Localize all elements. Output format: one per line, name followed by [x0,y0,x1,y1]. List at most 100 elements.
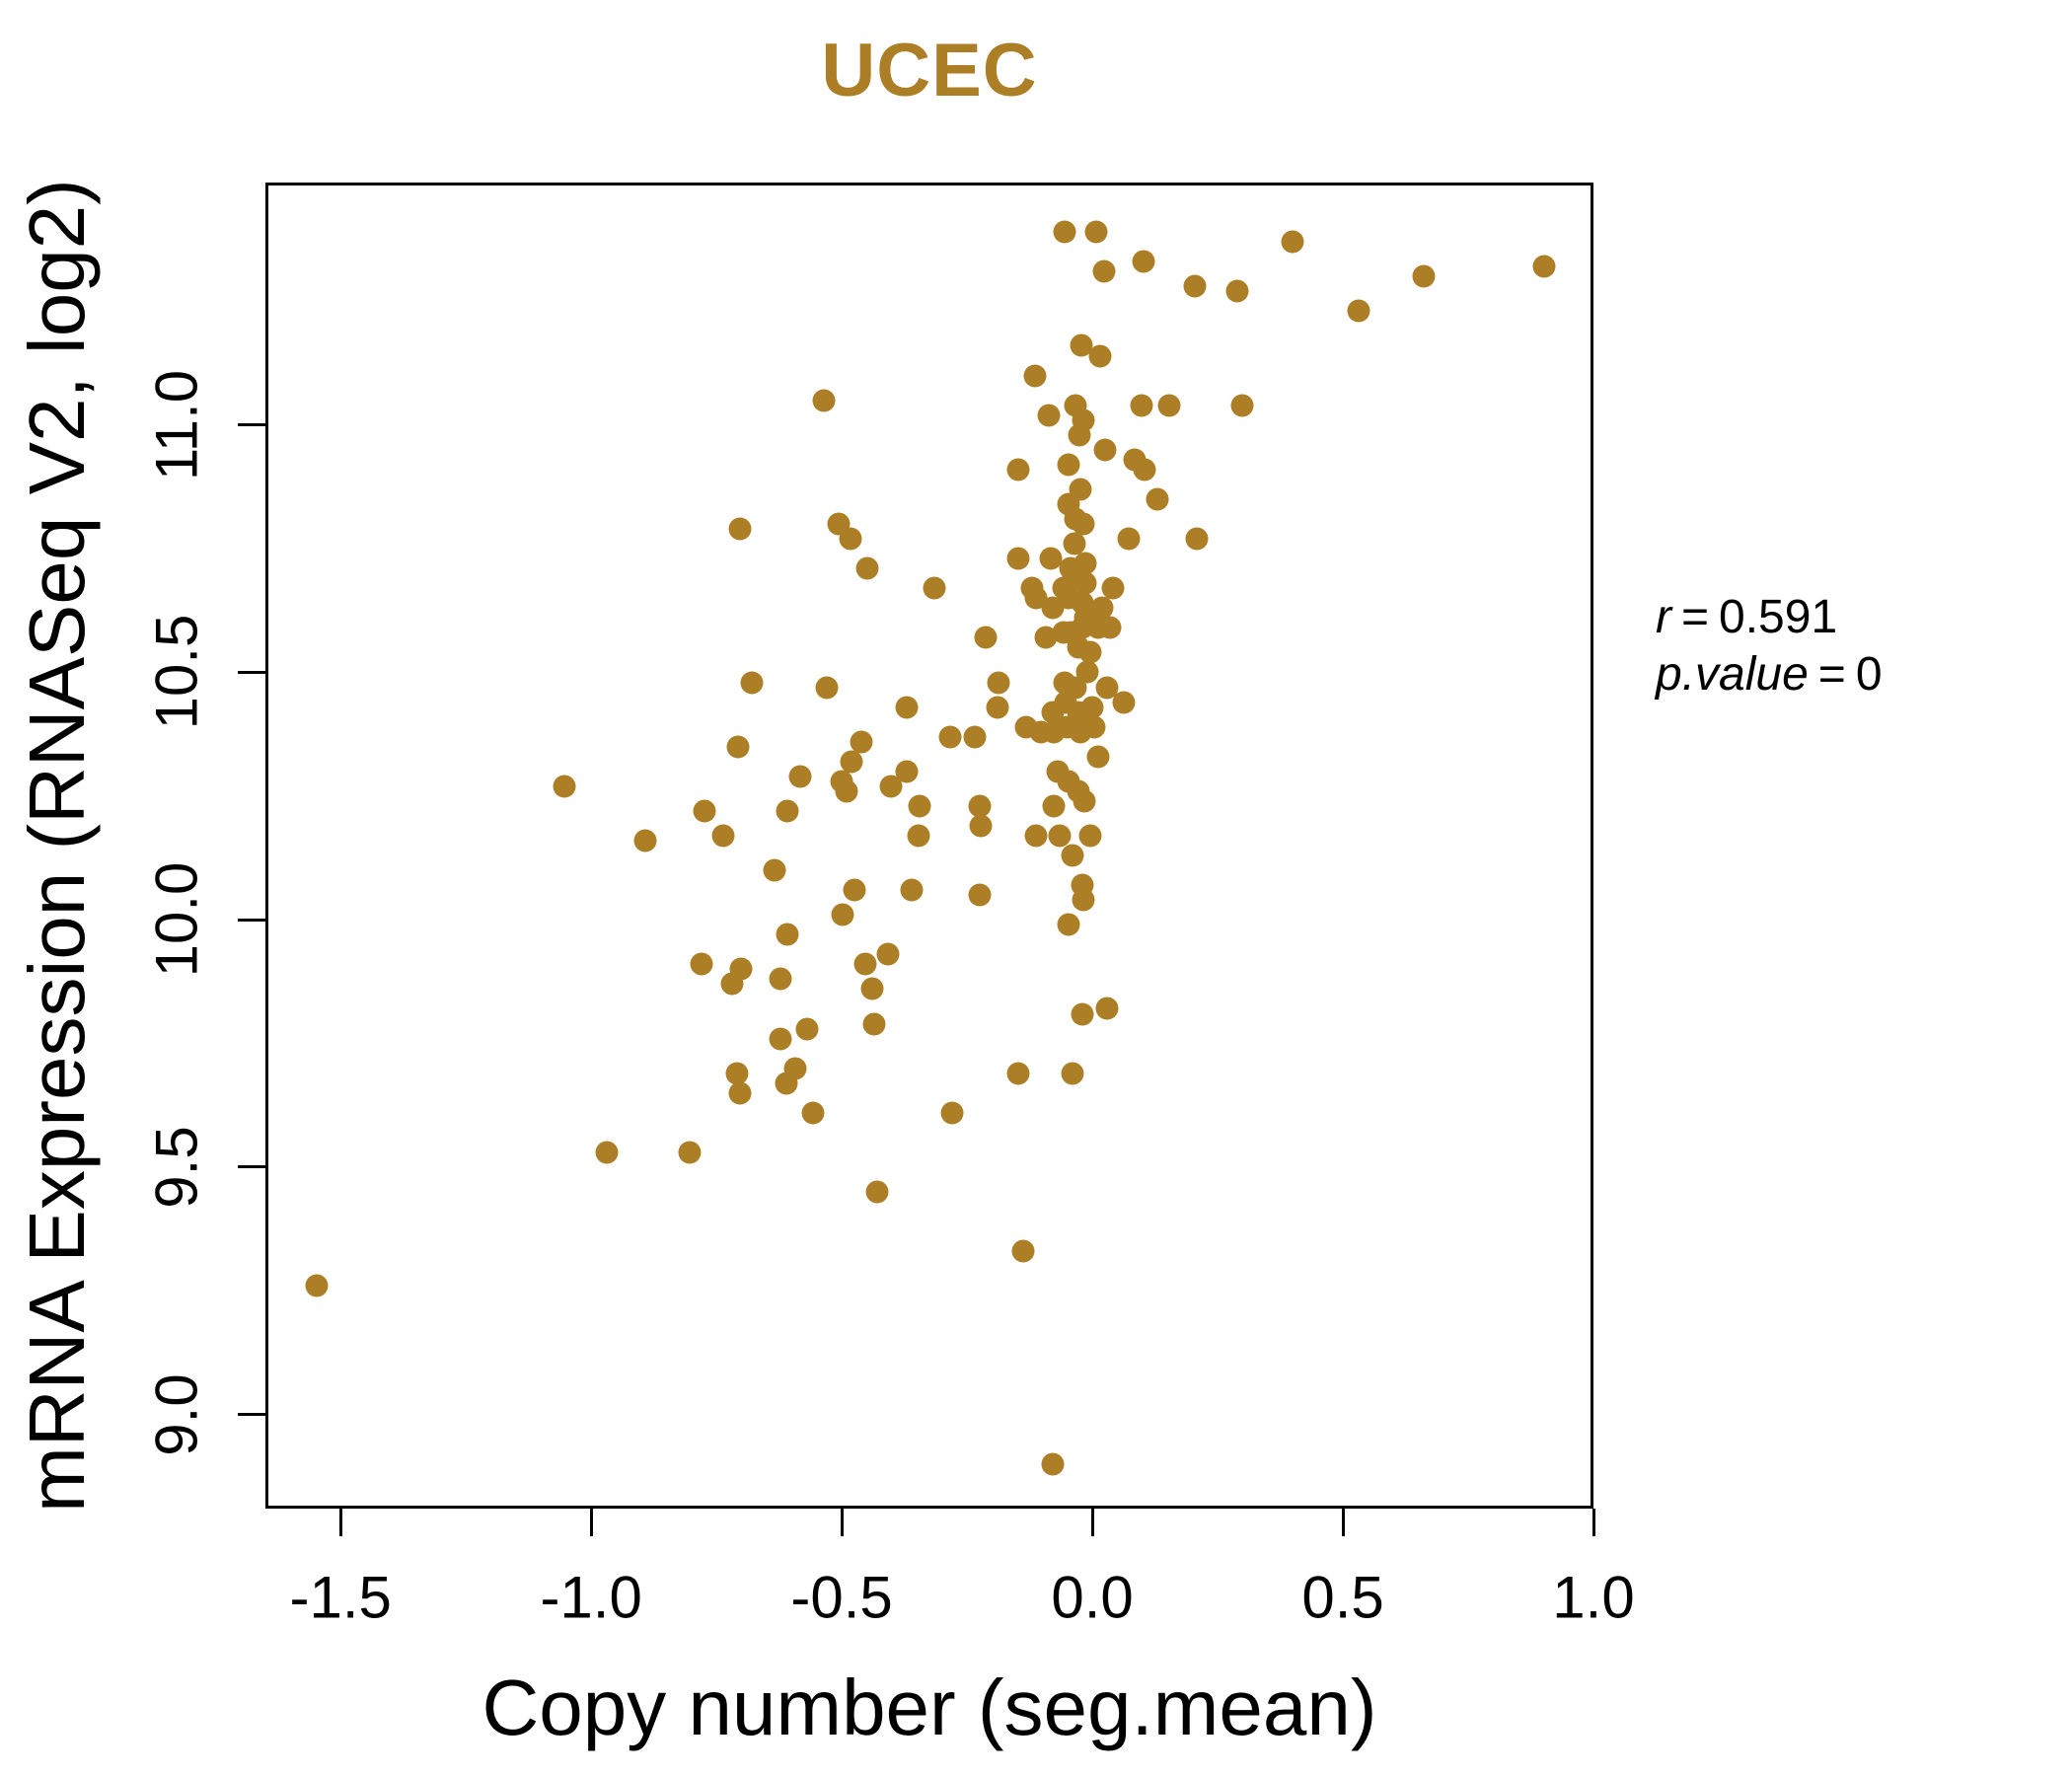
data-point [895,696,919,719]
data-point [1073,571,1097,595]
annotation-r-symbol: r [1656,591,1671,643]
data-point [900,878,924,902]
annotation-r-value: 0.591 [1719,591,1838,643]
data-point [801,1101,825,1125]
data-point [879,775,903,798]
data-point [693,799,716,823]
data-point [835,779,858,803]
data-point [862,1012,886,1036]
data-point [1024,824,1048,848]
data-point [1006,1062,1030,1085]
data-point [850,730,873,754]
data-point [1072,512,1095,536]
data-point [1070,333,1093,357]
data-point [1061,1062,1084,1085]
data-point [860,977,884,1000]
data-point [907,824,930,848]
data-point [1053,220,1076,244]
data-point [1086,745,1110,769]
x-axis-tick [1090,1509,1094,1536]
data-point [940,1101,964,1125]
data-point [1130,394,1153,417]
data-point [1068,423,1091,447]
data-point [1098,616,1122,639]
y-axis-tick-label: 11.0 [143,369,210,481]
data-point [1006,547,1030,570]
annotation-pvalue-symbol: p.value [1656,648,1809,701]
data-point [720,972,744,996]
data-point [1057,913,1080,936]
y-axis-tick-label: 10.5 [143,615,210,730]
data-point [305,1274,329,1297]
y-axis-tick [238,1413,265,1417]
data-point [1101,576,1125,600]
data-point [1023,364,1047,388]
data-point [1078,824,1102,848]
y-axis-tick [238,670,265,674]
data-point [1092,259,1116,283]
data-point [776,923,799,946]
annotation-pvalue-line: p.value = 0 [1656,646,1883,703]
data-point [726,735,750,759]
data-point [595,1141,619,1164]
data-point [725,1062,749,1085]
data-point [1080,696,1104,719]
data-point [1039,547,1063,570]
y-axis-tick-label: 9.5 [143,1126,210,1209]
data-point [839,527,862,551]
x-axis-tick-label: 0.5 [1301,1564,1384,1631]
data-point [1146,487,1169,511]
data-point [855,556,879,580]
y-axis-tick-label: 10.0 [143,861,210,978]
data-point [815,676,839,700]
data-point [1090,596,1114,620]
data-point [1037,404,1061,427]
data-point [553,775,576,798]
x-axis-tick-label: 1.0 [1552,1564,1635,1631]
data-point [1011,1239,1035,1263]
data-point [1041,596,1065,620]
data-point [1095,676,1119,700]
x-axis-tick-label: -0.5 [790,1564,893,1631]
data-point [1057,453,1080,477]
data-point [1347,299,1370,323]
data-point [987,671,1010,694]
data-point [678,1141,702,1164]
data-point [1078,640,1102,664]
data-point [843,878,866,902]
data-point [1093,438,1117,462]
x-axis-tick [840,1509,844,1536]
data-point [969,814,993,838]
data-point [795,1017,819,1041]
data-point [1281,230,1304,254]
data-point [1048,824,1072,848]
data-point [1088,344,1112,368]
data-point [865,1180,889,1204]
x-axis-tick-label: 0.0 [1051,1564,1134,1631]
x-axis-tick [1591,1509,1595,1536]
chart-title: UCEC [821,29,1038,112]
data-point [986,696,1009,719]
data-point [1230,394,1254,417]
annotation-pvalue-value: 0 [1855,648,1883,701]
data-point [1157,394,1181,417]
correlation-annotation: r = 0.591 p.value = 0 [1656,589,1883,703]
data-point [1034,626,1058,649]
annotation-equals-sign: = [1680,591,1710,643]
data-point [1183,274,1207,298]
data-point [1082,715,1106,739]
x-axis-tick [1341,1509,1345,1536]
y-axis-label: mRNA Expression (RNASeq V2, log2) [13,179,101,1513]
data-point [908,794,931,818]
data-point [1024,586,1048,610]
data-point [895,760,919,783]
x-axis-tick [338,1509,342,1536]
data-point [769,967,792,991]
data-point [788,765,812,788]
data-point [923,576,946,600]
data-point [775,1072,798,1095]
data-point [1072,888,1095,912]
data-point [963,725,987,749]
x-axis-label: Copy number (seg.mean) [481,1664,1377,1751]
